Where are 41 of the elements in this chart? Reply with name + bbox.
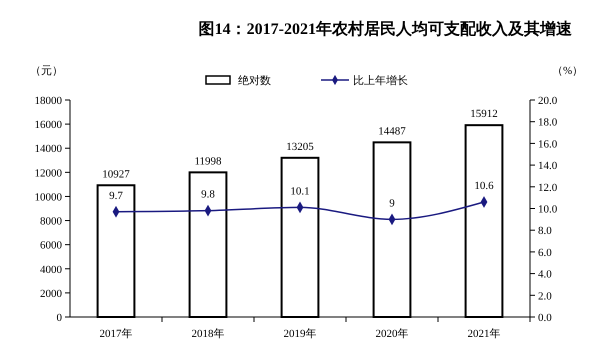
y2-tick-label: 10.0 bbox=[538, 204, 558, 216]
y-tick-label: 12000 bbox=[34, 167, 62, 180]
y2-axis-title: （%） bbox=[552, 65, 584, 77]
y2-tick-label: 18.0 bbox=[538, 116, 558, 129]
data-label: 11998 bbox=[194, 155, 222, 168]
data-label: 15912 bbox=[470, 108, 498, 120]
x-tick-label: 2018年 bbox=[192, 328, 224, 340]
y-tick-label: 10000 bbox=[34, 191, 62, 204]
chart-title: 图14：2017-2021年农村居民人均可支配收入及其增速 bbox=[198, 20, 573, 38]
data-label: 10.6 bbox=[474, 180, 494, 192]
y-tick-label: 0 bbox=[56, 312, 62, 324]
y2-tick-label: 14.0 bbox=[538, 160, 558, 172]
x-tick-label: 2020年 bbox=[376, 328, 408, 340]
x-tick-label: 2017年 bbox=[100, 328, 132, 340]
y-tick-label: 14000 bbox=[34, 143, 62, 156]
data-label: 10927 bbox=[102, 168, 130, 180]
y2-tick-label: 8.0 bbox=[538, 225, 552, 238]
data-label: 9 bbox=[389, 197, 396, 210]
y-tick-label: 2000 bbox=[40, 288, 62, 300]
y2-tick-label: 0.0 bbox=[538, 312, 552, 324]
y2-tick-label: 2.0 bbox=[538, 290, 552, 302]
legend-label: 比上年增长 bbox=[353, 74, 408, 87]
y2-tick-label: 6.0 bbox=[538, 246, 552, 259]
y2-tick-label: 12.0 bbox=[538, 182, 558, 194]
y2-tick-label: 20.0 bbox=[538, 95, 558, 107]
y-axis-title: （元） bbox=[30, 65, 63, 77]
x-tick-label: 2019年 bbox=[284, 328, 316, 340]
y-tick-label: 4000 bbox=[40, 264, 62, 276]
data-label: 13205 bbox=[286, 140, 314, 153]
y-tick-label: 8000 bbox=[40, 216, 62, 228]
y-tick-label: 6000 bbox=[40, 240, 62, 252]
y2-tick-label: 16.0 bbox=[538, 138, 558, 150]
data-label: 10.1 bbox=[290, 185, 310, 198]
x-tick-label: 2021年 bbox=[468, 328, 500, 340]
data-label: 9.8 bbox=[201, 188, 216, 201]
legend-label: 绝对数 bbox=[238, 74, 271, 87]
data-label: 14487 bbox=[378, 125, 406, 138]
y-tick-label: 16000 bbox=[34, 119, 62, 132]
data-label: 9.7 bbox=[109, 190, 124, 202]
y2-tick-label: 4.0 bbox=[538, 268, 552, 281]
y-tick-label: 18000 bbox=[34, 95, 62, 107]
